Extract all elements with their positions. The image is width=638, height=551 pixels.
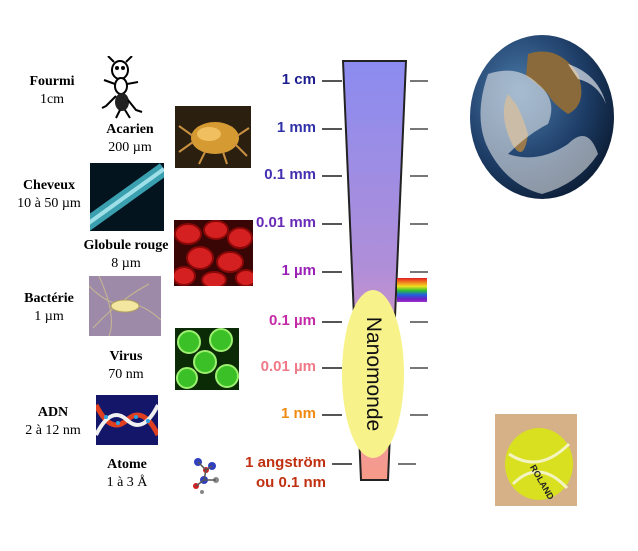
label-adn: ADN 2 à 12 nm <box>12 404 94 440</box>
tick-left-4 <box>322 223 342 225</box>
label-adn-size: 2 à 12 nm <box>25 423 81 438</box>
earth-image <box>470 35 614 199</box>
scale-label-angstrom: 1 angström <box>245 454 326 471</box>
hair-image <box>90 163 164 231</box>
label-bacterie-size: 1 µm <box>34 309 64 324</box>
tick-left-2 <box>322 128 342 130</box>
scale-label-01mm: 0.1 mm <box>264 166 316 183</box>
label-atome-size: 1 à 3 Å <box>106 475 148 490</box>
tick-left-9 <box>332 463 352 465</box>
tick-left-8 <box>322 414 342 416</box>
bacteria-image <box>89 276 161 336</box>
label-acarien-size: 200 µm <box>108 140 152 155</box>
scale-label-1nm: 1 nm <box>280 405 316 422</box>
scale-label-001mm: 0.01 mm <box>255 214 316 231</box>
scale-label-01um: 0.1 µm <box>269 312 316 329</box>
scale-label-1cm: 1 cm <box>281 71 316 88</box>
tick-right-8 <box>410 414 428 416</box>
tick-right-7 <box>410 367 428 369</box>
atom-icon <box>193 458 219 494</box>
tick-right-4 <box>410 223 428 225</box>
label-bacterie-name: Bactérie <box>24 291 74 306</box>
label-acarien-name: Acarien <box>106 122 154 137</box>
label-cheveux: Cheveux 10 à 50 µm <box>8 177 90 213</box>
label-virus-size: 70 nm <box>108 367 144 382</box>
tennis-ball-image: ROLAND <box>495 414 577 506</box>
tick-left-1 <box>322 80 342 82</box>
mite-image <box>175 106 251 168</box>
tick-left-3 <box>322 175 342 177</box>
label-atome: Atome 1 à 3 Å <box>96 456 158 492</box>
rainbow-spectrum <box>397 278 427 302</box>
label-bacterie: Bactérie 1 µm <box>14 290 84 326</box>
tick-right-9 <box>398 463 416 465</box>
virus-image <box>175 328 239 390</box>
tick-left-6 <box>322 321 342 323</box>
nanomonde-label: Nanomonde <box>342 290 404 458</box>
tick-right-5 <box>410 271 428 273</box>
label-cheveux-name: Cheveux <box>22 178 76 193</box>
label-globule-size: 8 µm <box>111 256 141 271</box>
label-adn-name: ADN <box>37 405 69 420</box>
label-fourmi-size: 1cm <box>39 92 65 107</box>
nanomonde-ellipse <box>342 290 404 458</box>
tick-left-5 <box>322 271 342 273</box>
label-cheveux-size: 10 à 50 µm <box>17 196 81 211</box>
label-globule-name: Globule rouge <box>83 238 169 253</box>
red-blood-cells-image <box>174 220 253 286</box>
tick-right-2 <box>410 128 428 130</box>
tick-right-3 <box>410 175 428 177</box>
tick-left-7 <box>322 367 342 369</box>
label-fourmi: Fourmi 1cm <box>20 73 84 109</box>
label-virus: Virus 70 nm <box>96 348 156 384</box>
label-fourmi-name: Fourmi <box>29 74 75 89</box>
scale-label-01nm: ou 0.1 nm <box>255 474 326 491</box>
dna-image <box>96 395 158 445</box>
label-acarien: Acarien 200 µm <box>90 121 170 157</box>
tick-right-1 <box>410 80 428 82</box>
label-virus-name: Virus <box>109 349 143 364</box>
nanomonde-text: Nanomonde <box>362 316 386 432</box>
scale-label-1um: 1 µm <box>281 262 317 279</box>
scale-label-001um: 0.01 µm <box>260 358 316 375</box>
scale-label-1mm: 1 mm <box>276 119 316 136</box>
tick-right-6 <box>410 321 428 323</box>
label-atome-name: Atome <box>107 457 147 472</box>
label-globule-rouge: Globule rouge 8 µm <box>70 237 182 273</box>
ant-icon <box>101 56 143 119</box>
